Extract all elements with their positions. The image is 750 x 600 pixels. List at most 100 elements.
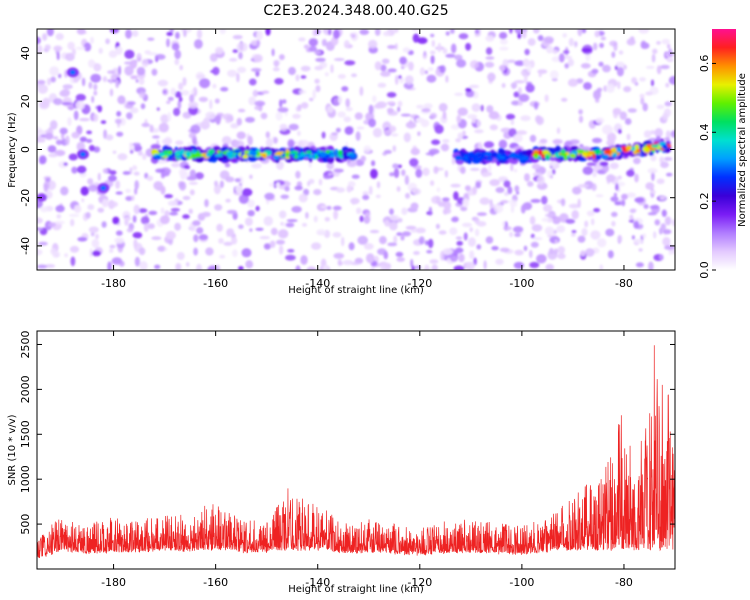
- heatmap-noise-blob: [160, 114, 170, 124]
- heatmap-noise-blob: [427, 67, 434, 72]
- heatmap-noise-blob: [221, 136, 232, 145]
- heatmap-noise-blob: [315, 85, 321, 93]
- heatmap-noise-blob: [357, 235, 369, 245]
- heatmap-noise-blob: [181, 90, 190, 96]
- heatmap-noise-blob: [265, 131, 270, 139]
- heatmap-noise-blob: [209, 99, 213, 110]
- snr-panel: -180 -160 -140 -120 -100 -80 500 1000 1500 2000 2…: [7, 330, 676, 595]
- heatmap-noise-blob: [308, 178, 315, 185]
- heatmap-noise-blob: [169, 29, 174, 33]
- heatmap-noise-blob: [158, 122, 169, 133]
- heatmap-noise-blob: [666, 57, 674, 63]
- heatmap-noise-blob: [368, 39, 378, 49]
- heatmap-noise-blob: [345, 98, 351, 108]
- heatmap-noise-blob: [193, 234, 199, 243]
- heatmap-noise-blob: [488, 163, 492, 174]
- heatmap-noise-blob: [595, 194, 604, 198]
- heatmap-noise-blob: [307, 180, 311, 187]
- heatmap-noise-blob: [368, 104, 374, 115]
- heatmap-noise-blob: [659, 254, 664, 260]
- heatmap-noise-blob: [69, 245, 80, 253]
- heatmap-noise-blob: [664, 216, 672, 226]
- heatmap-noise-blob: [37, 36, 41, 45]
- heatmap-noise-blob: [189, 189, 195, 196]
- heatmap-noise-blob: [238, 51, 243, 60]
- heatmap-signal-blob: [349, 153, 357, 159]
- heatmap-noise-blob: [435, 223, 440, 230]
- heatmap-noise-blob: [602, 124, 613, 135]
- heatmap-noise-blob: [591, 183, 597, 192]
- heatmap-noise-blob: [489, 179, 500, 187]
- heatmap-noise-blob: [380, 262, 391, 270]
- heatmap-noise-blob: [511, 100, 521, 106]
- heatmap-noise-blob: [639, 93, 645, 99]
- heatmap-noise-blob: [107, 70, 116, 74]
- heatmap-noise-blob: [491, 246, 499, 251]
- heatmap-noise-blob: [247, 135, 253, 146]
- heatmap-panel: -180 -160 -140 -120 -100 -80 -40 -20 0 20 40 Heig…: [7, 28, 676, 296]
- heatmap-noise-blob: [499, 46, 509, 51]
- heatmap-signal-blob: [151, 149, 159, 155]
- heatmap-noise-blob: [164, 247, 168, 251]
- heatmap-noise-blob: [309, 97, 314, 102]
- heatmap-signal-blob: [616, 147, 623, 153]
- heatmap-noise-blob: [454, 54, 463, 61]
- heatmap-noise-blob: [300, 65, 311, 72]
- heatmap-noise-blob: [456, 240, 464, 246]
- heatmap-noise-blob: [130, 75, 138, 80]
- heatmap-noise-blob: [68, 213, 80, 218]
- heatmap-noise-blob: [372, 95, 377, 103]
- heatmap-noise-blob: [614, 65, 618, 71]
- heatmap-noise-blob: [524, 173, 530, 182]
- heatmap-noise-blob: [442, 139, 450, 143]
- heatmap-noise-blob: [595, 98, 600, 103]
- heatmap-noise-blob: [178, 82, 184, 91]
- heatmap-noise-blob: [163, 89, 167, 94]
- heatmap-noise-blob: [186, 262, 190, 267]
- heatmap-noise-blob: [485, 35, 495, 42]
- heatmap-noise-blob: [525, 83, 535, 93]
- heatmap-noise-blob: [154, 264, 161, 270]
- heatmap-noise-blob: [171, 42, 180, 51]
- heatmap-noise-blob: [218, 238, 224, 244]
- heatmap-noise-blob: [481, 172, 491, 178]
- heatmap-noise-blob: [279, 54, 285, 61]
- heatmap-noise-blob: [139, 261, 148, 270]
- colorbar-label: Normalized spectral amplitude: [737, 73, 748, 227]
- heatmap-noise-blob: [126, 227, 134, 233]
- heatmap-noise-blob: [615, 61, 625, 68]
- chart-title: C2E3.2024.348.00.40.G25: [263, 3, 448, 19]
- heatmap-noise-blob: [544, 213, 556, 218]
- heatmap-noise-blob: [531, 224, 543, 232]
- heatmap-noise-blob: [507, 186, 513, 195]
- snr-x-tick-label: -140: [305, 576, 330, 589]
- heatmap-noise-blob: [183, 165, 191, 170]
- heatmap-noise-blob: [384, 129, 392, 135]
- heatmap-noise-blob: [578, 115, 584, 123]
- heatmap-noise-blob: [418, 236, 425, 245]
- heatmap-noise-blob: [396, 186, 401, 192]
- heatmap-noise-blob: [634, 173, 639, 183]
- heatmap-noise-blob: [88, 226, 99, 233]
- heatmap-noise-blob: [398, 75, 402, 79]
- heatmap-noise-blob: [176, 252, 185, 260]
- heatmap-noise-blob: [38, 241, 48, 246]
- heatmap-x-tick-label: -180: [101, 277, 126, 290]
- heatmap-noise-blob: [169, 211, 179, 216]
- heatmap-noise-blob: [73, 110, 79, 121]
- heatmap-signal-blob: [299, 153, 306, 158]
- heatmap-noise-blob: [394, 29, 399, 34]
- heatmap-noise-blob: [77, 165, 87, 174]
- heatmap-noise-blob: [182, 214, 190, 219]
- heatmap-noise-blob: [580, 63, 591, 69]
- heatmap-noise-blob: [619, 111, 627, 120]
- heatmap-noise-blob: [365, 211, 371, 217]
- heatmap-noise-blob: [585, 248, 595, 257]
- heatmap-noise-blob: [577, 184, 589, 188]
- heatmap-noise-blob: [59, 127, 68, 135]
- heatmap-noise-blob: [577, 29, 583, 37]
- heatmap-noise-blob: [476, 119, 481, 128]
- heatmap-noise-blob: [509, 231, 513, 238]
- heatmap-noise-blob: [430, 150, 434, 157]
- heatmap-noise-blob: [583, 82, 592, 90]
